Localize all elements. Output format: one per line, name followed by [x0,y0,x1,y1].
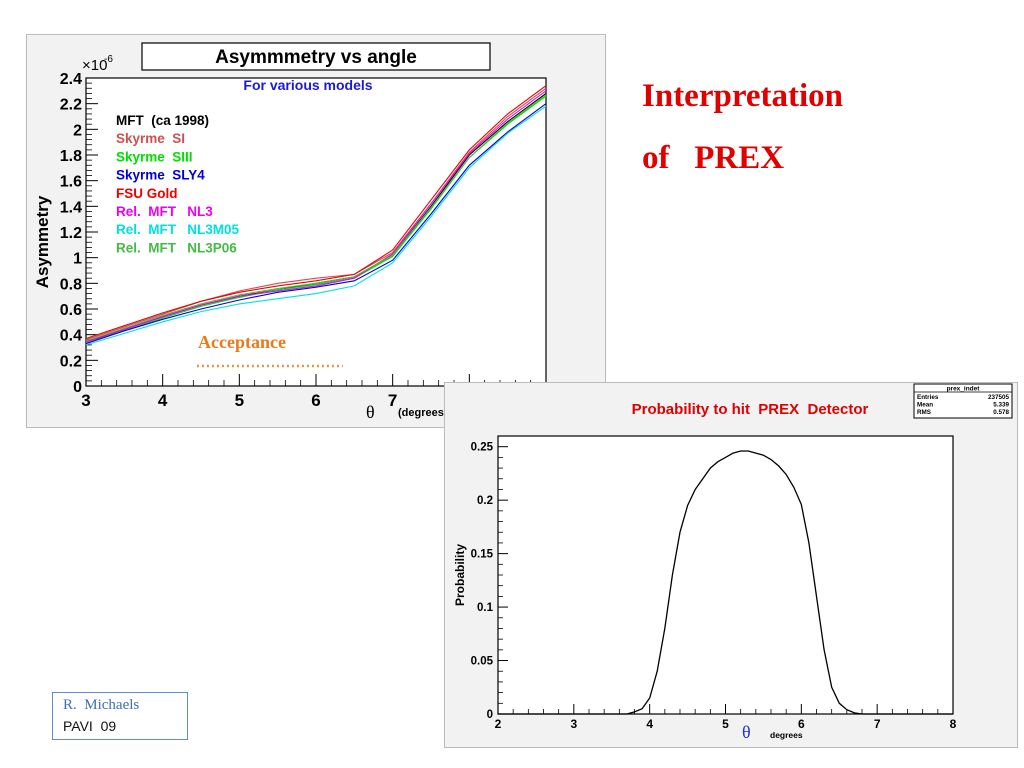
y-tick-label: 2.4 [60,71,82,88]
y-tick-label: 0 [73,379,82,396]
series-line-7 [85,105,547,346]
x-tick-label: 4 [646,717,653,731]
y-axis-label: Asymmetry [33,195,52,288]
x-tick-label: 7 [388,391,397,410]
chart-subtitle: For various models [243,77,372,93]
y-tick-label: 0.15 [471,549,494,561]
y-tick-label: 2 [73,122,82,139]
slide-heading: Interpretation of PREX [642,78,1002,203]
y-tick-label: 0 [487,709,493,721]
legend-entry-4: Skyrme SLY4 [116,168,205,183]
asymmetry-chart-panel: Asymmmetry vs angle For various models ×10… [26,34,606,428]
x-tick-label: 5 [722,717,729,731]
y-tick-label: 1.6 [60,174,82,191]
legend-entry-8: Rel. MFT NL3P06 [116,240,237,255]
stats-box-name: prex_indet [947,386,981,393]
title-box [141,42,491,71]
stats-box [913,383,1013,419]
legend-entry-6: Rel. MFT NL3 [116,204,213,219]
legend-entry-2: Skyrme SI [116,131,185,146]
y-tick-label: 1.4 [60,199,82,216]
stats-label-3: RMS [917,409,931,416]
plot-frame [497,435,954,715]
heading-line-2: of PREX [642,140,785,177]
legend-entry-5: FSU Gold [116,186,178,201]
chart-title: Asymmmetry vs angle [215,47,417,68]
chart-title: Probability to hit PREX Detector [632,401,869,418]
stats-label-2: Mean [917,402,933,409]
y-tick-label: 1 [73,251,82,268]
x-tick-label: 3 [81,391,90,410]
stats-value-2: 5.339 [993,402,1009,409]
x-tick-label: 6 [311,391,320,410]
x-axis-label: θ [742,722,751,742]
x-tick-label: 3 [570,717,577,731]
x-axis-label: θ [366,402,375,422]
event-name: PAVI 09 [63,718,117,734]
plot-frame [85,77,547,387]
series-line-4 [85,103,547,345]
y-tick-label: 0.1 [477,602,494,614]
y-axis-label: Probability [453,544,467,606]
x-tick-label: 2 [495,717,502,731]
y-tick-label: 0.25 [471,442,494,454]
probability-chart-panel: Probability to hit PREX Detector prex_ind… [444,382,1018,748]
y-tick-label: 0.6 [60,302,82,319]
y-tick-label: 0.05 [471,656,494,668]
legend-entry-3: Skyrme SIII [116,149,193,164]
stats-value-3: 0.578 [993,409,1009,416]
y-exponent-label: ×10 [82,57,107,74]
heading-line-1: Interpretation [642,78,844,114]
x-tick-label: 5 [235,391,244,410]
series-line-2 [85,87,547,341]
y-tick-label: 0.2 [477,495,493,507]
y-tick-label: 1.2 [60,225,82,242]
stats-value-1: 237505 [988,394,1010,401]
series-line-6 [85,90,547,343]
y-tick-label: 2.2 [60,97,82,114]
x-tick-label: 8 [950,717,957,731]
y-tick-label: 0.2 [60,353,82,370]
stats-label-1: Entries [917,394,939,401]
y-tick-label: 1.8 [60,148,82,165]
acceptance-label: Acceptance [198,332,286,352]
credit-box: R. Michaels PAVI 09 [52,692,188,740]
author-name: R. Michaels [63,697,140,713]
y-tick-label: 0.4 [60,328,82,345]
legend-entry-1: MFT (ca 1998) [116,113,209,128]
probability-chart: Probability to hit PREX Detector prex_ind… [444,382,1018,748]
probability-histogram-line [498,450,953,715]
x-axis-unit: (degrees) [398,407,448,419]
legend-entry-7: Rel. MFT NL3M05 [116,222,240,237]
asymmetry-chart: Asymmmetry vs angle For various models ×10… [26,34,606,428]
x-tick-label: 6 [798,717,805,731]
y-exponent-power: -6 [104,54,113,65]
series-line-8 [85,94,547,342]
x-tick-label: 7 [874,717,881,731]
y-tick-label: 0.8 [60,276,82,293]
x-axis-unit: degrees [770,730,803,740]
x-tick-label: 4 [158,391,168,410]
series-line-5 [85,85,547,340]
